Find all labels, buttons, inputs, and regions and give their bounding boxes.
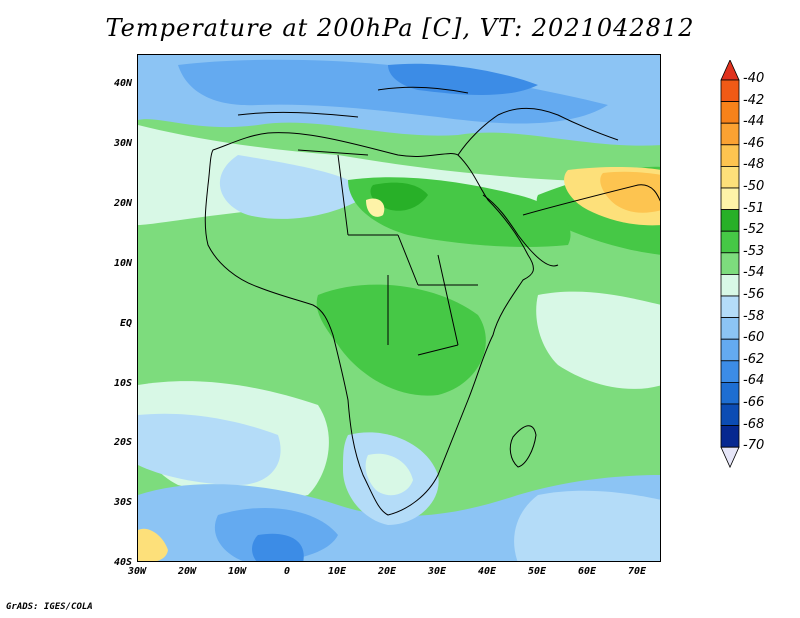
lat-label-20N: 20N: [113, 198, 132, 209]
colorbar: [720, 60, 740, 469]
colorbar-label: -68: [743, 416, 765, 432]
lon-label-30W: 30W: [127, 566, 147, 577]
lon-label-50E: 50E: [527, 566, 547, 577]
lat-label-10S: 10S: [113, 378, 132, 389]
colorbar-label: -50: [743, 179, 765, 194]
colorbar-label: -46: [743, 135, 765, 151]
lat-label-20S: 20S: [113, 437, 132, 448]
lon-label-70E: 70E: [627, 566, 647, 577]
colorbar-swatch: [720, 295, 740, 319]
lat-label-30S: 30S: [113, 497, 132, 508]
colorbar-label: -53: [743, 243, 765, 259]
colorbar-swatch: [720, 101, 740, 124]
lat-label-10N: 10N: [113, 258, 132, 269]
lon-label-20W: 20W: [177, 566, 197, 577]
lon-label-40E: 40E: [477, 566, 497, 577]
colorbar-label: -51: [743, 200, 765, 216]
colorbar-label: -66: [743, 395, 765, 410]
lat-label-40N: 40N: [113, 78, 132, 89]
colorbar-swatch: [720, 273, 740, 297]
lat-label-EQ: EQ: [119, 318, 132, 329]
colorbar-label: -60: [743, 330, 765, 346]
lon-label-20E: 20E: [377, 566, 397, 577]
colorbar-swatch: [720, 381, 740, 405]
credit-text: GrADS: IGES/COLA: [6, 602, 93, 612]
colorbar-swatch: [720, 425, 740, 448]
lon-label-0: 0: [283, 566, 291, 577]
colorbar-label: -56: [743, 287, 765, 302]
colorbar-swatch: [720, 79, 740, 103]
colorbar-swatch: [720, 144, 740, 167]
colorbar-swatch: [720, 122, 740, 146]
chart-title: Temperature at 200hPa [C], VT: 202104281…: [105, 14, 695, 42]
colorbar-swatch: [720, 209, 740, 232]
lon-label-10W: 10W: [227, 566, 247, 577]
lon-label-10E: 10E: [327, 566, 347, 577]
colorbar-swatch: [720, 187, 740, 211]
colorbar-label: -42: [743, 92, 765, 108]
colorbar-swatch: [720, 338, 740, 362]
colorbar-bottom-arrow: [720, 446, 740, 469]
colorbar-label: -40: [743, 71, 765, 86]
colorbar-swatch: [720, 252, 740, 275]
colorbar-label: -52: [743, 222, 765, 238]
colorbar-label: -64: [743, 373, 765, 389]
temperature-field: [138, 55, 660, 561]
lat-label-30N: 30N: [113, 138, 132, 149]
lat-label-40S: 40S: [113, 557, 132, 568]
colorbar-label: -62: [743, 351, 765, 367]
colorbar-label: -54: [743, 265, 765, 281]
colorbar-swatch: [720, 230, 740, 254]
colorbar-label: -58: [743, 308, 765, 324]
lon-label-30E: 30E: [427, 566, 447, 577]
colorbar-swatch: [720, 360, 740, 383]
colorbar-label: -44: [743, 114, 765, 130]
colorbar-swatch: [720, 166, 740, 189]
map-panel: [137, 54, 661, 562]
colorbar-top-arrow: [720, 60, 740, 81]
colorbar-swatch: [720, 317, 740, 340]
colorbar-label: -70: [743, 438, 765, 454]
lon-label-60E: 60E: [577, 566, 597, 577]
colorbar-swatch: [720, 403, 740, 427]
colorbar-label: -48: [743, 157, 765, 173]
